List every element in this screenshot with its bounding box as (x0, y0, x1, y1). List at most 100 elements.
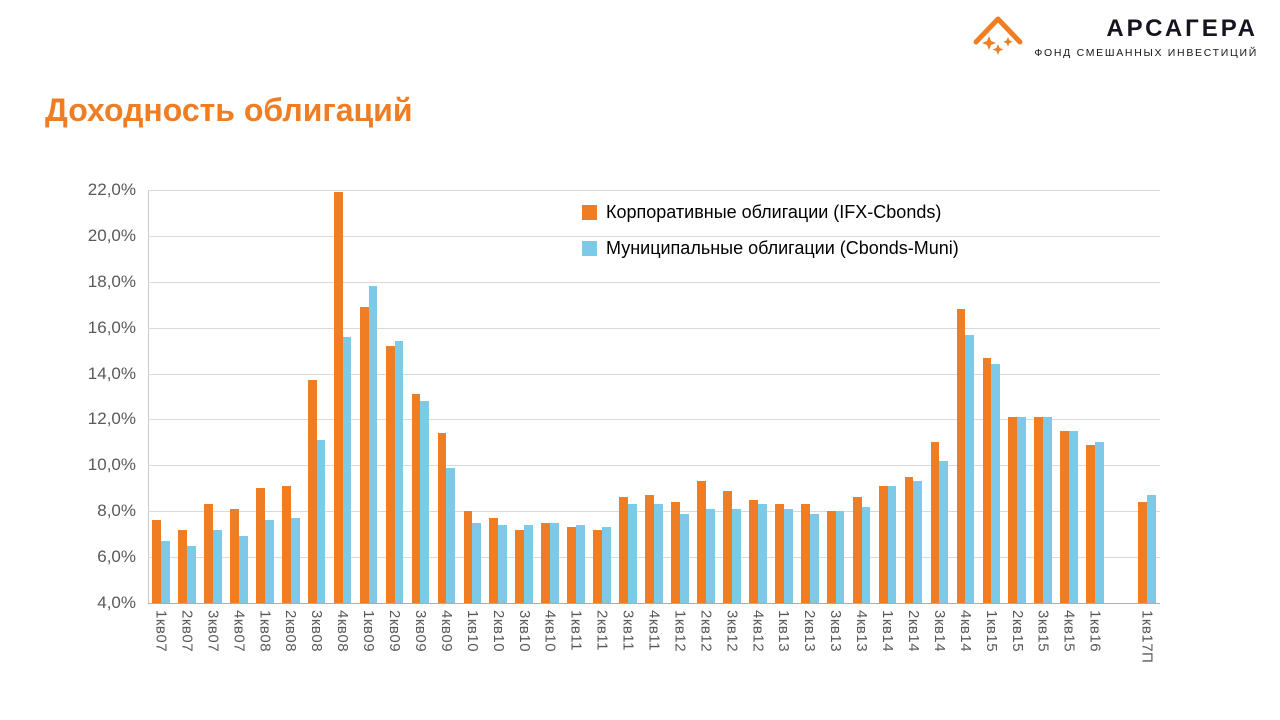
y-axis-tick-label: 14,0% (87, 363, 136, 383)
bar-corporate (1034, 417, 1044, 603)
bar-municipal (160, 541, 170, 603)
x-axis-tick-label: 3кв14 (930, 610, 948, 653)
bar-municipal (965, 334, 975, 603)
bar-municipal (809, 513, 819, 603)
x-axis-tick-label: 3кв11 (619, 610, 637, 651)
x-axis-tick-label: 2кв09 (386, 610, 403, 653)
x-axis-tick-label: 2кв15 (1008, 610, 1026, 653)
x-axis-tick-label: 3кв10 (515, 610, 533, 653)
bar-corporate (385, 346, 395, 603)
gridline (148, 235, 1160, 237)
x-axis-tick-label: 1кв11 (567, 610, 585, 651)
bar-corporate (229, 508, 239, 603)
bar-municipal (316, 440, 326, 603)
bar-municipal (705, 508, 715, 603)
logo-subtitle: ФОНД СМЕШАННЫХ ИНВЕСТИЦИЙ (1034, 47, 1258, 60)
bar-municipal (654, 504, 663, 603)
gridline (148, 373, 1160, 375)
bar-corporate (1060, 430, 1070, 603)
x-axis-tick-label: 3кв08 (308, 610, 326, 653)
y-axis-tick-label: 20,0% (87, 225, 136, 245)
bar-municipal (939, 460, 949, 603)
bar-municipal (212, 529, 222, 603)
bar-corporate (541, 522, 551, 603)
y-axis-tick-label: 16,0% (87, 317, 136, 337)
bar-municipal (576, 525, 585, 603)
y-axis-tick-label: 18,0% (87, 271, 136, 291)
x-axis-tick-label: 2кв08 (282, 610, 300, 653)
bar-corporate (307, 380, 317, 603)
bar-municipal (186, 545, 196, 603)
bar-corporate (281, 485, 291, 603)
bar-municipal (757, 504, 767, 603)
x-axis-tick-label: 2кв14 (904, 610, 922, 653)
bar-municipal (679, 513, 689, 603)
bar-corporate (697, 481, 706, 603)
bar-corporate (956, 309, 966, 603)
bar-municipal (238, 536, 248, 603)
x-axis-tick-label: 1кв10 (463, 610, 481, 653)
bar-municipal (861, 506, 871, 603)
x-axis-tick-label: 4кв12 (749, 610, 767, 653)
bar-corporate (255, 488, 265, 603)
x-axis-tick-label: 1кв09 (360, 610, 378, 653)
bar-municipal (1043, 417, 1053, 603)
bar-municipal (887, 485, 897, 603)
y-axis-tick-label: 22,0% (87, 180, 136, 199)
bar-corporate (619, 497, 629, 603)
bar-municipal (394, 341, 404, 603)
bar-corporate (359, 307, 369, 603)
bar-municipal (991, 364, 1001, 603)
bar-corporate (567, 527, 577, 603)
bar-municipal (420, 401, 430, 603)
page-title: Доходность облигаций (45, 92, 413, 128)
bar-corporate (152, 520, 161, 603)
bar-corporate (645, 495, 654, 603)
bar-municipal (524, 525, 534, 603)
bar-corporate (800, 504, 810, 603)
bar-municipal (1069, 430, 1078, 603)
x-axis-tick-label: 3кв12 (723, 610, 741, 653)
bar-municipal (446, 467, 456, 603)
x-axis-tick-label: 1кв13 (775, 610, 793, 653)
x-axis-tick-label: 1кв14 (879, 610, 897, 653)
x-axis-tick-label: 4кв13 (853, 610, 871, 653)
legend-item: Корпоративные облигации (IFX-Cbonds) (582, 202, 959, 223)
bar-corporate (333, 192, 343, 603)
bar-corporate (878, 485, 888, 603)
logo-name: АРСАГЕРА (1106, 15, 1258, 42)
bar-corporate (671, 502, 680, 603)
bar-municipal (628, 504, 637, 603)
bar-corporate (489, 518, 499, 603)
gridline (148, 190, 1160, 191)
y-axis-tick-label: 10,0% (87, 455, 136, 475)
bar-corporate (1138, 502, 1147, 603)
legend-label: Корпоративные облигации (IFX-Cbonds) (606, 202, 942, 222)
bar-municipal (498, 525, 508, 603)
legend-swatch (582, 205, 597, 220)
x-axis-tick-label: 4кв10 (541, 610, 559, 653)
x-axis-tick-label: 1кв16 (1086, 610, 1104, 653)
x-axis-tick-label: 1кв15 (982, 610, 1000, 653)
bar-corporate (463, 511, 473, 603)
x-axis-tick-label: 4кв14 (956, 610, 974, 653)
x-axis-tick-label: 1кв12 (671, 610, 689, 653)
bar-municipal (368, 286, 378, 603)
bar-corporate (1008, 417, 1018, 603)
bar-municipal (602, 527, 611, 603)
x-axis-tick-label: 2кв07 (178, 610, 196, 653)
y-axis-tick-label: 4,0% (97, 593, 136, 612)
bar-corporate (515, 529, 525, 603)
bar-corporate (852, 497, 862, 603)
bar-municipal (264, 520, 274, 603)
x-axis-tick-label: 1кв17П (1138, 610, 1156, 664)
x-axis-tick-label: 2кв13 (801, 610, 819, 653)
bar-municipal (1095, 442, 1104, 603)
x-axis-tick-label: 1кв08 (256, 610, 274, 653)
legend: Корпоративные облигации (IFX-Cbonds) Муни… (580, 198, 969, 263)
bar-corporate (982, 357, 992, 603)
y-axis-tick-label: 6,0% (97, 547, 136, 567)
bar-municipal (1147, 495, 1156, 603)
x-axis-tick-label: 2кв10 (489, 610, 507, 653)
bar-municipal (913, 481, 923, 603)
